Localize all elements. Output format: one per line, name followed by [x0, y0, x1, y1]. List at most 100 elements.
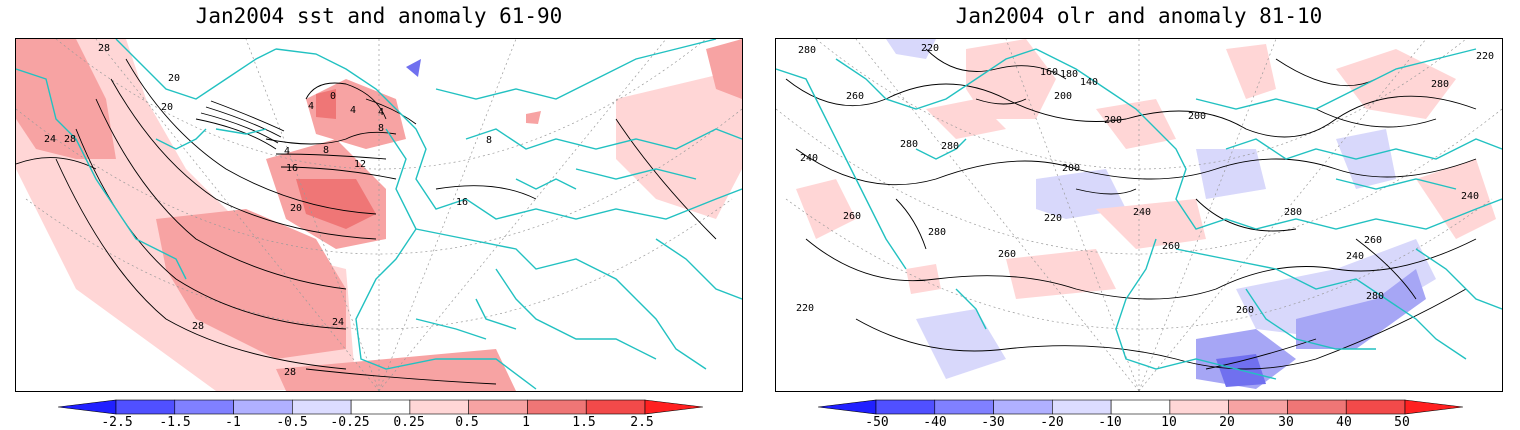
sst-colorbar-label: -0.5	[276, 415, 308, 430]
sst-grid	[16, 39, 742, 391]
olr-contours	[785, 48, 1477, 370]
olr-contour-label: 280	[798, 45, 816, 56]
olr-contour-label: 240	[1133, 207, 1151, 218]
sst-colorbar-label: -1	[225, 415, 241, 430]
olr-colorbar-label: 10	[1161, 415, 1177, 430]
olr-colorbar	[817, 399, 1464, 415]
olr-contour-label: 280	[941, 141, 959, 152]
olr-grid	[776, 39, 1502, 391]
olr-contour-label: 220	[1476, 51, 1494, 62]
olr-colorbar-label: 20	[1219, 415, 1235, 430]
colorbar-swatch	[585, 399, 646, 415]
olr-contour-label: 220	[1044, 213, 1062, 224]
olr-contour-label: 220	[796, 303, 814, 314]
olr-contour-label: 260	[1236, 305, 1254, 316]
olr-contour-labels: 280 220 160 180 140 200 240 280 260 280 …	[796, 43, 1494, 316]
olr-contour-label: 140	[1080, 77, 1098, 88]
colorbar-swatch	[1228, 399, 1288, 415]
olr-contour-label: 280	[1431, 79, 1449, 90]
sst-contour-label: 20	[168, 73, 180, 84]
sst-contour-label: 28	[284, 367, 296, 378]
olr-colorbar-graphic	[817, 399, 1464, 415]
olr-colorbar-label: 30	[1278, 415, 1294, 430]
colorbar-swatch	[468, 399, 528, 415]
olr-contour-label: 160	[1040, 67, 1058, 78]
olr-contour-label: 260	[998, 249, 1016, 260]
colorbar-swatch	[1404, 399, 1464, 415]
olr-contour-label: 260	[846, 91, 864, 102]
olr-contour-label: 280	[928, 227, 946, 238]
olr-contour-label: 200	[1054, 91, 1072, 102]
colorbar-swatch	[57, 399, 117, 415]
olr-map-panel: 280 220 160 180 140 200 240 280 260 280 …	[775, 38, 1503, 392]
olr-contour-label: 280	[1284, 207, 1302, 218]
olr-contour-label: 240	[800, 153, 818, 164]
sst-contour-label: 16	[456, 197, 468, 208]
sst-contour-label: 20	[161, 102, 173, 113]
sst-contours	[16, 58, 717, 385]
colorbar-swatch	[1287, 399, 1347, 415]
sst-colorbar-label: 1	[522, 415, 530, 430]
colorbar-swatch	[1052, 399, 1112, 415]
olr-map: 280 220 160 180 140 200 240 280 260 280 …	[776, 39, 1502, 391]
olr-contour-label: 280	[1366, 291, 1384, 302]
sst-colorbar-label: -2.5	[101, 415, 133, 430]
left-map-title: Jan2004 sst and anomaly 61-90	[195, 4, 563, 28]
sst-colorbar-label: 1.5	[572, 415, 596, 430]
sst-colorbar-label: 2.5	[630, 415, 654, 430]
sst-contour-label: 16	[286, 163, 298, 174]
sst-colorbar-label: 0.25	[393, 415, 425, 430]
olr-contour-label: 260	[1364, 235, 1382, 246]
sst-colorbar-label: -0.25	[330, 415, 370, 430]
sst-contour-label: 8	[378, 123, 384, 134]
sst-map-panel: 28 20 24 20 28 4 0 4 4 8 8 4 12 16 20 24…	[15, 38, 743, 392]
sst-contour-label: 4	[378, 107, 384, 118]
sst-contour-label: 28	[64, 134, 76, 145]
olr-colorbar-label: -30	[981, 415, 1005, 430]
sst-colorbar-label: -1.5	[159, 415, 191, 430]
sst-colorbar-graphic	[57, 399, 704, 415]
olr-contour-label: 200	[1188, 111, 1206, 122]
olr-contour-label: 260	[1162, 241, 1180, 252]
colorbar-swatch	[993, 399, 1053, 415]
olr-contour-label: 220	[921, 43, 939, 54]
colorbar-swatch	[934, 399, 994, 415]
olr-colorbar-label: -10	[1098, 415, 1122, 430]
sst-contour-label: 24	[44, 134, 56, 145]
olr-contour-label: 260	[843, 211, 861, 222]
sst-contour-labels: 28 20 24 20 28 4 0 4 4 8 8 4 12 16 20 24…	[44, 43, 492, 378]
colorbar-swatch	[1110, 399, 1171, 415]
sst-contour-label: 8	[323, 145, 329, 156]
sst-contour-label: 4	[350, 105, 356, 116]
sst-contour-label: 4	[284, 146, 290, 157]
olr-anomaly-shading	[796, 39, 1496, 389]
sst-contour-label: 28	[98, 43, 110, 54]
colorbar-swatch	[292, 399, 352, 415]
colorbar-swatch	[174, 399, 234, 415]
sst-coastlines	[16, 39, 742, 390]
olr-contour-label: 180	[1060, 69, 1078, 80]
colorbar-swatch	[1345, 399, 1406, 415]
olr-colorbar-label: -50	[865, 415, 889, 430]
olr-contour-label: 280	[900, 139, 918, 150]
colorbar-swatch	[644, 399, 704, 415]
olr-coastlines	[776, 48, 1502, 380]
sst-contour-label: 4	[308, 101, 314, 112]
sst-contour-label: 12	[354, 159, 366, 170]
right-map-title: Jan2004 olr and anomaly 81-10	[955, 4, 1323, 28]
colorbar-swatch	[115, 399, 176, 415]
olr-contour-label: 240	[1346, 251, 1364, 262]
colorbar-swatch	[1169, 399, 1229, 415]
colorbar-swatch	[233, 399, 293, 415]
sst-colorbar-label: 0.5	[455, 415, 479, 430]
sst-contour-label: 0	[330, 91, 336, 102]
sst-map: 28 20 24 20 28 4 0 4 4 8 8 4 12 16 20 24…	[16, 39, 742, 391]
colorbar-swatch	[817, 399, 877, 415]
olr-colorbar-label: 50	[1394, 415, 1410, 430]
colorbar-swatch	[409, 399, 469, 415]
olr-colorbar-label: -20	[1040, 415, 1064, 430]
olr-colorbar-label: 40	[1336, 415, 1352, 430]
colorbar-swatch	[875, 399, 936, 415]
sst-contour-label: 28	[192, 321, 204, 332]
sst-contour-label: 20	[290, 203, 302, 214]
